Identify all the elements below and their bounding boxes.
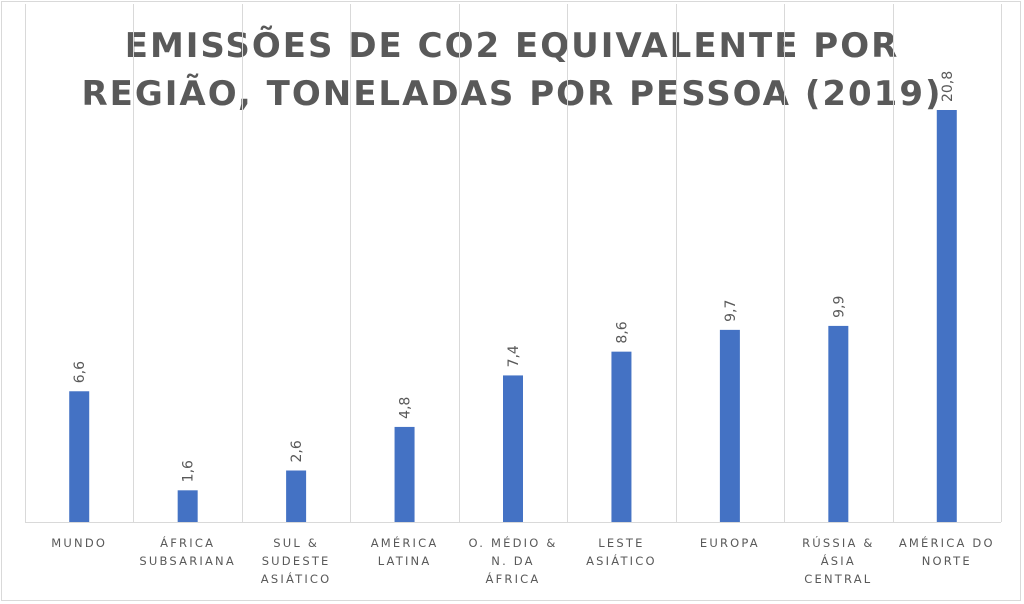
bar <box>611 351 632 522</box>
gridlines <box>25 4 1002 523</box>
chart-title: EMISSÕES DE CO2 EQUIVALENTE POR REGIÃO, … <box>0 22 1024 118</box>
x-tick-label: ASIÁTICO <box>261 571 332 586</box>
x-tick-label: CENTRAL <box>804 572 872 586</box>
data-label: 7,4 <box>506 345 522 367</box>
data-label: 2,6 <box>289 440 305 462</box>
chart-title-line-2: REGIÃO, TONELADAS POR PESSOA (2019) <box>81 74 943 114</box>
x-tick-label: N. DA <box>491 554 534 568</box>
data-label: 4,8 <box>398 397 414 419</box>
bar <box>503 375 523 522</box>
data-label: 20,8 <box>940 71 956 102</box>
x-tick-label: SUBSARIANA <box>139 554 236 568</box>
data-label: 9,9 <box>831 296 847 318</box>
x-tick-label: O. MÉDIO & <box>468 535 557 550</box>
data-labels: 6,6 1,6 2,6 4,8 7,4 8,6 9,7 9,9 20,8 <box>72 71 956 482</box>
bar <box>286 470 307 522</box>
x-tick-label: SUDESTE <box>262 554 331 568</box>
x-tick-label: SUL & <box>273 536 319 550</box>
x-tick-label: EUROPA <box>700 536 760 550</box>
data-label: 9,7 <box>723 300 739 322</box>
bar <box>69 391 90 522</box>
x-tick-label: RÚSSIA & <box>802 535 875 550</box>
x-tick-label: ÁSIA <box>821 553 856 568</box>
bar <box>394 426 415 522</box>
chart-title-line-1: EMISSÕES DE CO2 EQUIVALENTE POR <box>124 26 900 66</box>
x-tick-label: AMÉRICA <box>371 535 439 550</box>
bar <box>177 490 198 522</box>
x-tick-label: NORTE <box>922 554 972 568</box>
bars <box>69 110 957 522</box>
data-label: 1,6 <box>181 460 197 482</box>
x-tick-label: AMÉRICA DO <box>899 535 995 550</box>
x-tick-label: ÁFRICA <box>486 571 541 586</box>
data-label: 6,6 <box>72 361 88 383</box>
bar <box>719 329 740 522</box>
x-tick-label: MUNDO <box>51 536 107 550</box>
x-tick-labels: MUNDO ÁFRICA SUBSARIANA SUL & SUDESTE ASIÁTIC… <box>51 535 995 586</box>
x-tick-label: LESTE <box>598 536 644 550</box>
bar <box>936 110 957 522</box>
bar <box>828 325 849 522</box>
x-tick-label: LATINA <box>378 554 432 568</box>
x-tick-label: ASIÁTICO <box>586 553 657 568</box>
data-label: 8,6 <box>614 321 630 343</box>
x-tick-label: ÁFRICA <box>160 535 215 550</box>
